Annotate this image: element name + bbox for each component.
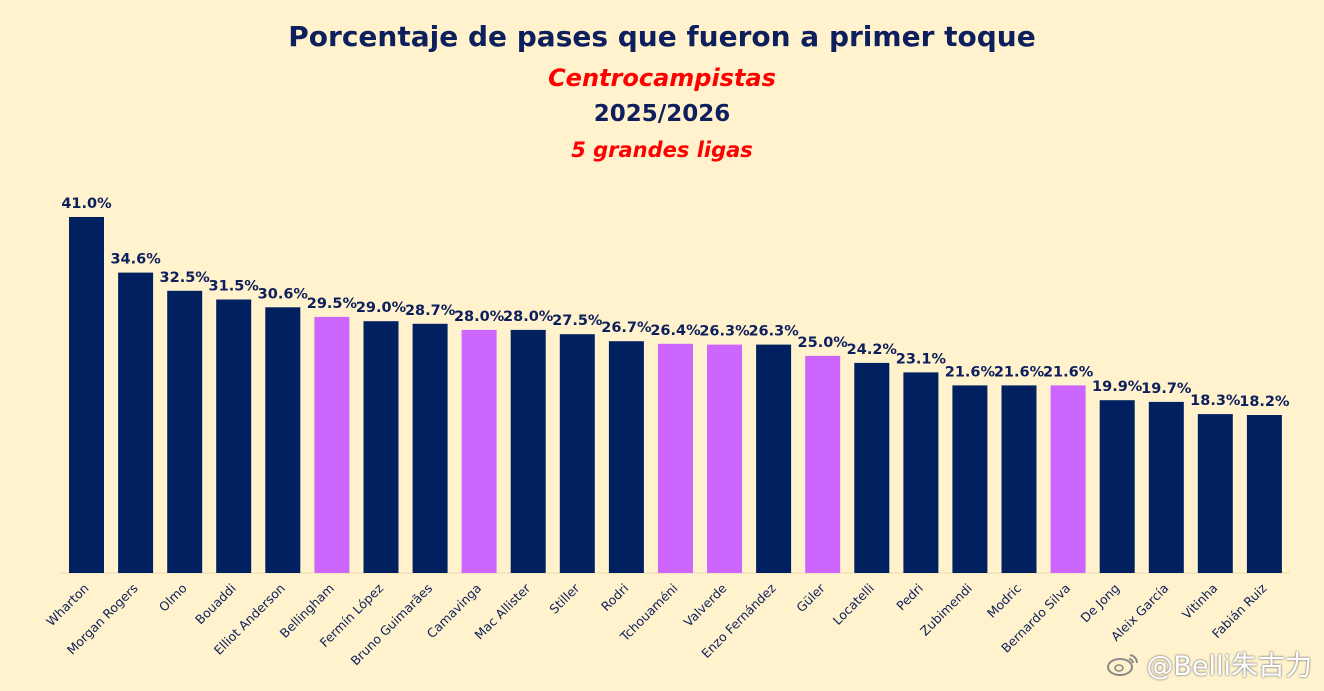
bar xyxy=(167,290,203,573)
data-label: 19.7% xyxy=(1141,381,1192,397)
data-label: 25.0% xyxy=(798,335,849,351)
bar xyxy=(363,321,399,573)
data-label: 26.3% xyxy=(748,324,799,340)
data-label: 41.0% xyxy=(61,196,112,212)
chart-title: Porcentaje de pases que fueron a primer … xyxy=(288,20,1036,53)
x-tick-label: Valverde xyxy=(681,580,730,629)
bar xyxy=(314,316,350,573)
bar xyxy=(216,299,252,573)
chart-season: 2025/2026 xyxy=(593,101,731,127)
x-tick-label: Wharton xyxy=(43,581,91,629)
x-tick-label: Pedri xyxy=(893,581,926,614)
x-tick-label: Modric xyxy=(984,580,1024,620)
weibo-logo-icon xyxy=(1107,653,1139,676)
bar xyxy=(1001,385,1037,573)
bar xyxy=(510,329,546,573)
bar xyxy=(118,272,154,573)
x-tick-label: Vitinha xyxy=(1179,581,1220,622)
chart-subtitle: Centrocampistas xyxy=(548,64,776,92)
x-tick-label: Bruno Guimarães xyxy=(347,581,435,669)
data-label: 26.7% xyxy=(601,320,652,336)
bar xyxy=(1050,385,1086,573)
data-label: 27.5% xyxy=(552,313,603,329)
bar xyxy=(707,344,742,573)
data-label: 31.5% xyxy=(209,279,260,295)
watermark: @Belli朱古力 xyxy=(1106,644,1312,683)
data-label: 28.0% xyxy=(503,309,554,325)
data-label: 24.2% xyxy=(847,342,898,358)
bar xyxy=(608,341,644,573)
bar xyxy=(265,307,301,573)
chart-competition: 5 grandes ligas xyxy=(571,138,753,162)
bar xyxy=(69,217,104,573)
data-label: 30.6% xyxy=(258,286,309,302)
data-label: 26.3% xyxy=(699,324,750,340)
bar xyxy=(658,343,693,573)
x-tick-label: Zubimendi xyxy=(917,581,975,639)
data-label: 21.6% xyxy=(945,364,996,380)
data-label: 29.5% xyxy=(307,296,358,312)
data-label: 28.0% xyxy=(454,309,505,325)
watermark-text: @Belli朱古力 xyxy=(1146,651,1312,682)
data-label: 21.6% xyxy=(1043,364,1094,380)
bar xyxy=(559,334,595,573)
x-tick-label: Olmo xyxy=(156,581,190,615)
x-tick-label: Locatelli xyxy=(830,581,877,628)
bar xyxy=(1197,414,1233,573)
bar xyxy=(1148,401,1184,573)
data-label: 26.4% xyxy=(650,323,701,339)
bar xyxy=(805,355,841,573)
x-tick-label: Stiller xyxy=(546,580,583,617)
x-tick-label: Bouaddi xyxy=(192,581,239,628)
data-label: 32.5% xyxy=(160,270,211,286)
x-tick-label: De Jong xyxy=(1077,581,1122,626)
data-label: 19.9% xyxy=(1092,379,1143,395)
x-tick-label: Güler xyxy=(793,580,828,615)
data-label: 29.0% xyxy=(356,300,407,316)
data-label: 18.3% xyxy=(1190,393,1241,409)
bar xyxy=(903,372,939,573)
bar xyxy=(854,362,890,573)
bar xyxy=(412,323,448,573)
bar xyxy=(461,329,497,573)
x-tick-label: Rodri xyxy=(598,581,631,614)
bar xyxy=(1099,400,1135,573)
data-label: 21.6% xyxy=(994,364,1045,380)
bar xyxy=(756,344,792,573)
bar xyxy=(1246,415,1282,573)
data-label: 23.1% xyxy=(896,351,947,367)
data-label: 28.7% xyxy=(405,303,456,319)
bar xyxy=(952,385,988,573)
data-label: 18.2% xyxy=(1239,394,1290,410)
data-label: 34.6% xyxy=(110,252,161,268)
